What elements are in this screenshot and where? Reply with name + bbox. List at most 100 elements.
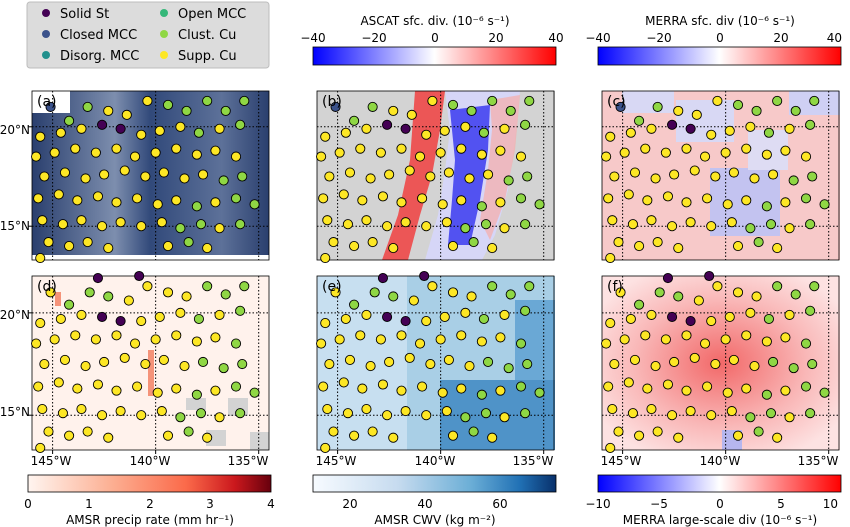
x-tick-label: 140°W — [415, 454, 456, 468]
scatter-point — [625, 127, 636, 138]
scatter-point — [90, 147, 101, 158]
colorbar-gradient — [27, 474, 272, 493]
scatter-point — [662, 272, 673, 284]
colorbar-tick-label: 20 — [488, 31, 503, 45]
scatter-point — [520, 219, 531, 230]
colorbar-gradient — [312, 46, 557, 66]
scatter-point — [681, 197, 692, 208]
scatter-point — [361, 123, 372, 134]
scatter-point — [741, 195, 752, 206]
scatter-point — [768, 169, 779, 180]
scatter-point — [179, 361, 190, 372]
scatter-point — [396, 143, 407, 154]
scatter-point — [728, 167, 739, 178]
scatter-point — [809, 281, 820, 292]
scatter-point — [745, 121, 756, 132]
scatter-point — [722, 199, 733, 210]
scatter-point — [765, 219, 777, 230]
scatter-point — [202, 95, 213, 106]
scatter-point — [334, 147, 345, 158]
scatter-point — [640, 330, 651, 341]
scatter-point — [191, 201, 202, 212]
scatter-point — [712, 95, 723, 106]
scatter-point — [183, 426, 194, 437]
scatter-point — [515, 151, 527, 162]
scatter-point — [522, 358, 533, 370]
scatter-point — [214, 412, 225, 423]
points-layer — [31, 95, 830, 454]
scatter-point — [807, 358, 818, 370]
scatter-point — [193, 313, 204, 325]
colorbar-ascat: ASCAT sfc. div. (10⁻⁶ s⁻¹) −40 −20 0 20 … — [300, 14, 564, 66]
colorbar-tick-label: 0 — [716, 497, 724, 511]
scatter-point — [340, 313, 351, 325]
panel-frame — [601, 275, 840, 451]
x-tick-label: 135°W — [228, 454, 269, 468]
scatter-point — [214, 223, 225, 234]
scatter-point — [59, 167, 71, 178]
scatter-point — [377, 191, 388, 202]
scatter-point — [136, 129, 147, 140]
scatter-point — [162, 287, 174, 298]
scatter-point — [487, 281, 498, 292]
scatter-point — [35, 252, 46, 264]
legend-item: Disorg. MCC — [42, 49, 139, 64]
scatter-point — [31, 151, 42, 162]
scatter-point — [726, 217, 737, 228]
scatter-point — [357, 195, 368, 206]
scatter-point — [784, 123, 795, 134]
scatter-point — [136, 315, 147, 327]
colorbar-tick-label: 0 — [716, 31, 724, 45]
scatter-point — [181, 105, 192, 116]
panel-label-d: (d) — [37, 279, 57, 295]
scatter-point — [344, 354, 356, 365]
scatter-point — [520, 305, 531, 316]
scatter-point — [720, 334, 731, 345]
scatter-point — [480, 219, 492, 230]
colorbar-title: MERRA sfc. div (10⁻⁶ s⁻¹) — [645, 14, 795, 28]
panel-label-b: (b) — [322, 94, 342, 110]
scatter-point — [605, 252, 616, 264]
scatter-point — [732, 287, 744, 298]
scatter-point — [761, 336, 772, 347]
scatter-point — [111, 385, 122, 396]
scatter-point — [753, 426, 764, 437]
scatter-point — [162, 99, 174, 110]
scatter-point — [49, 147, 60, 158]
scatter-point — [443, 167, 454, 178]
scatter-point — [49, 334, 60, 345]
scatter-point — [460, 412, 471, 423]
scatter-point — [712, 281, 723, 292]
scatter-point — [136, 410, 147, 421]
scatter-point — [119, 165, 130, 176]
scatter-point — [33, 193, 44, 204]
scatter-point — [31, 338, 42, 349]
scatter-point — [417, 381, 428, 392]
scatter-point — [235, 305, 246, 316]
colorbar-tick-label: 60 — [492, 497, 507, 511]
scatter-point — [819, 199, 830, 210]
scatter-point — [388, 243, 399, 254]
scatter-point — [195, 408, 207, 419]
scatter-point — [111, 330, 122, 341]
scatter-point — [495, 145, 506, 156]
scatter-point — [425, 171, 436, 182]
scatter-point — [202, 243, 213, 254]
scatter-point — [654, 287, 665, 298]
scatter-point — [382, 410, 393, 421]
merra-blue-patch — [676, 100, 734, 142]
scatter-point — [316, 338, 327, 349]
scatter-point — [805, 305, 816, 316]
colorbar-tick-label: 10 — [823, 497, 838, 511]
scatter-point — [191, 336, 202, 347]
scatter-point — [642, 383, 653, 394]
scatter-point — [320, 318, 331, 329]
scatter-point — [92, 379, 103, 390]
scatter-point — [634, 430, 645, 441]
scatter-point — [388, 105, 399, 116]
scatter-point — [400, 315, 411, 327]
scatter-point — [765, 408, 777, 419]
scatter-point — [388, 291, 399, 302]
scatter-point — [35, 131, 46, 142]
scatter-point — [768, 356, 779, 368]
